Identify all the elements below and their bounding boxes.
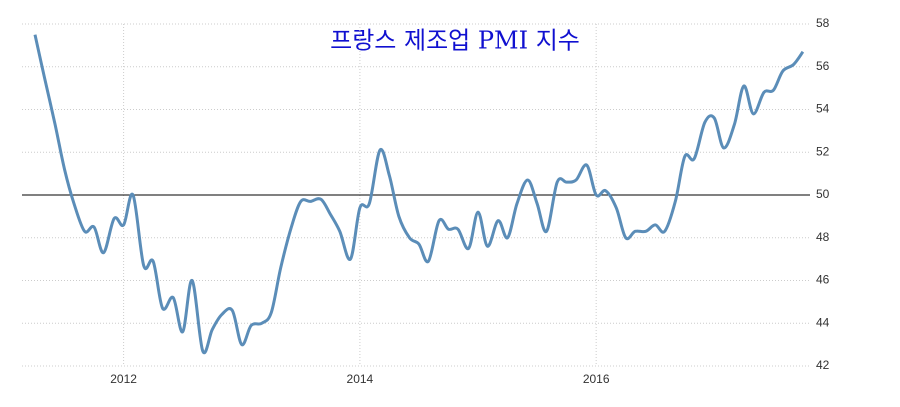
x-tick-label: 2016: [583, 372, 610, 386]
x-tick-label: 2012: [110, 372, 137, 386]
y-tick-label: 54: [816, 102, 830, 116]
y-tick-label: 42: [816, 358, 830, 372]
y-tick-label: 52: [816, 144, 830, 158]
y-tick-label: 50: [816, 187, 830, 201]
y-tick-label: 44: [816, 315, 830, 329]
y-tick-label: 48: [816, 230, 830, 244]
y-tick-label: 58: [816, 16, 830, 30]
y-tick-label: 56: [816, 59, 830, 73]
chart-title: 프랑스 제조업 PMI 지수: [330, 27, 580, 55]
line: [33, 34, 805, 355]
x-tick-label: 2014: [347, 372, 374, 386]
y-tick-label: 46: [816, 273, 830, 287]
